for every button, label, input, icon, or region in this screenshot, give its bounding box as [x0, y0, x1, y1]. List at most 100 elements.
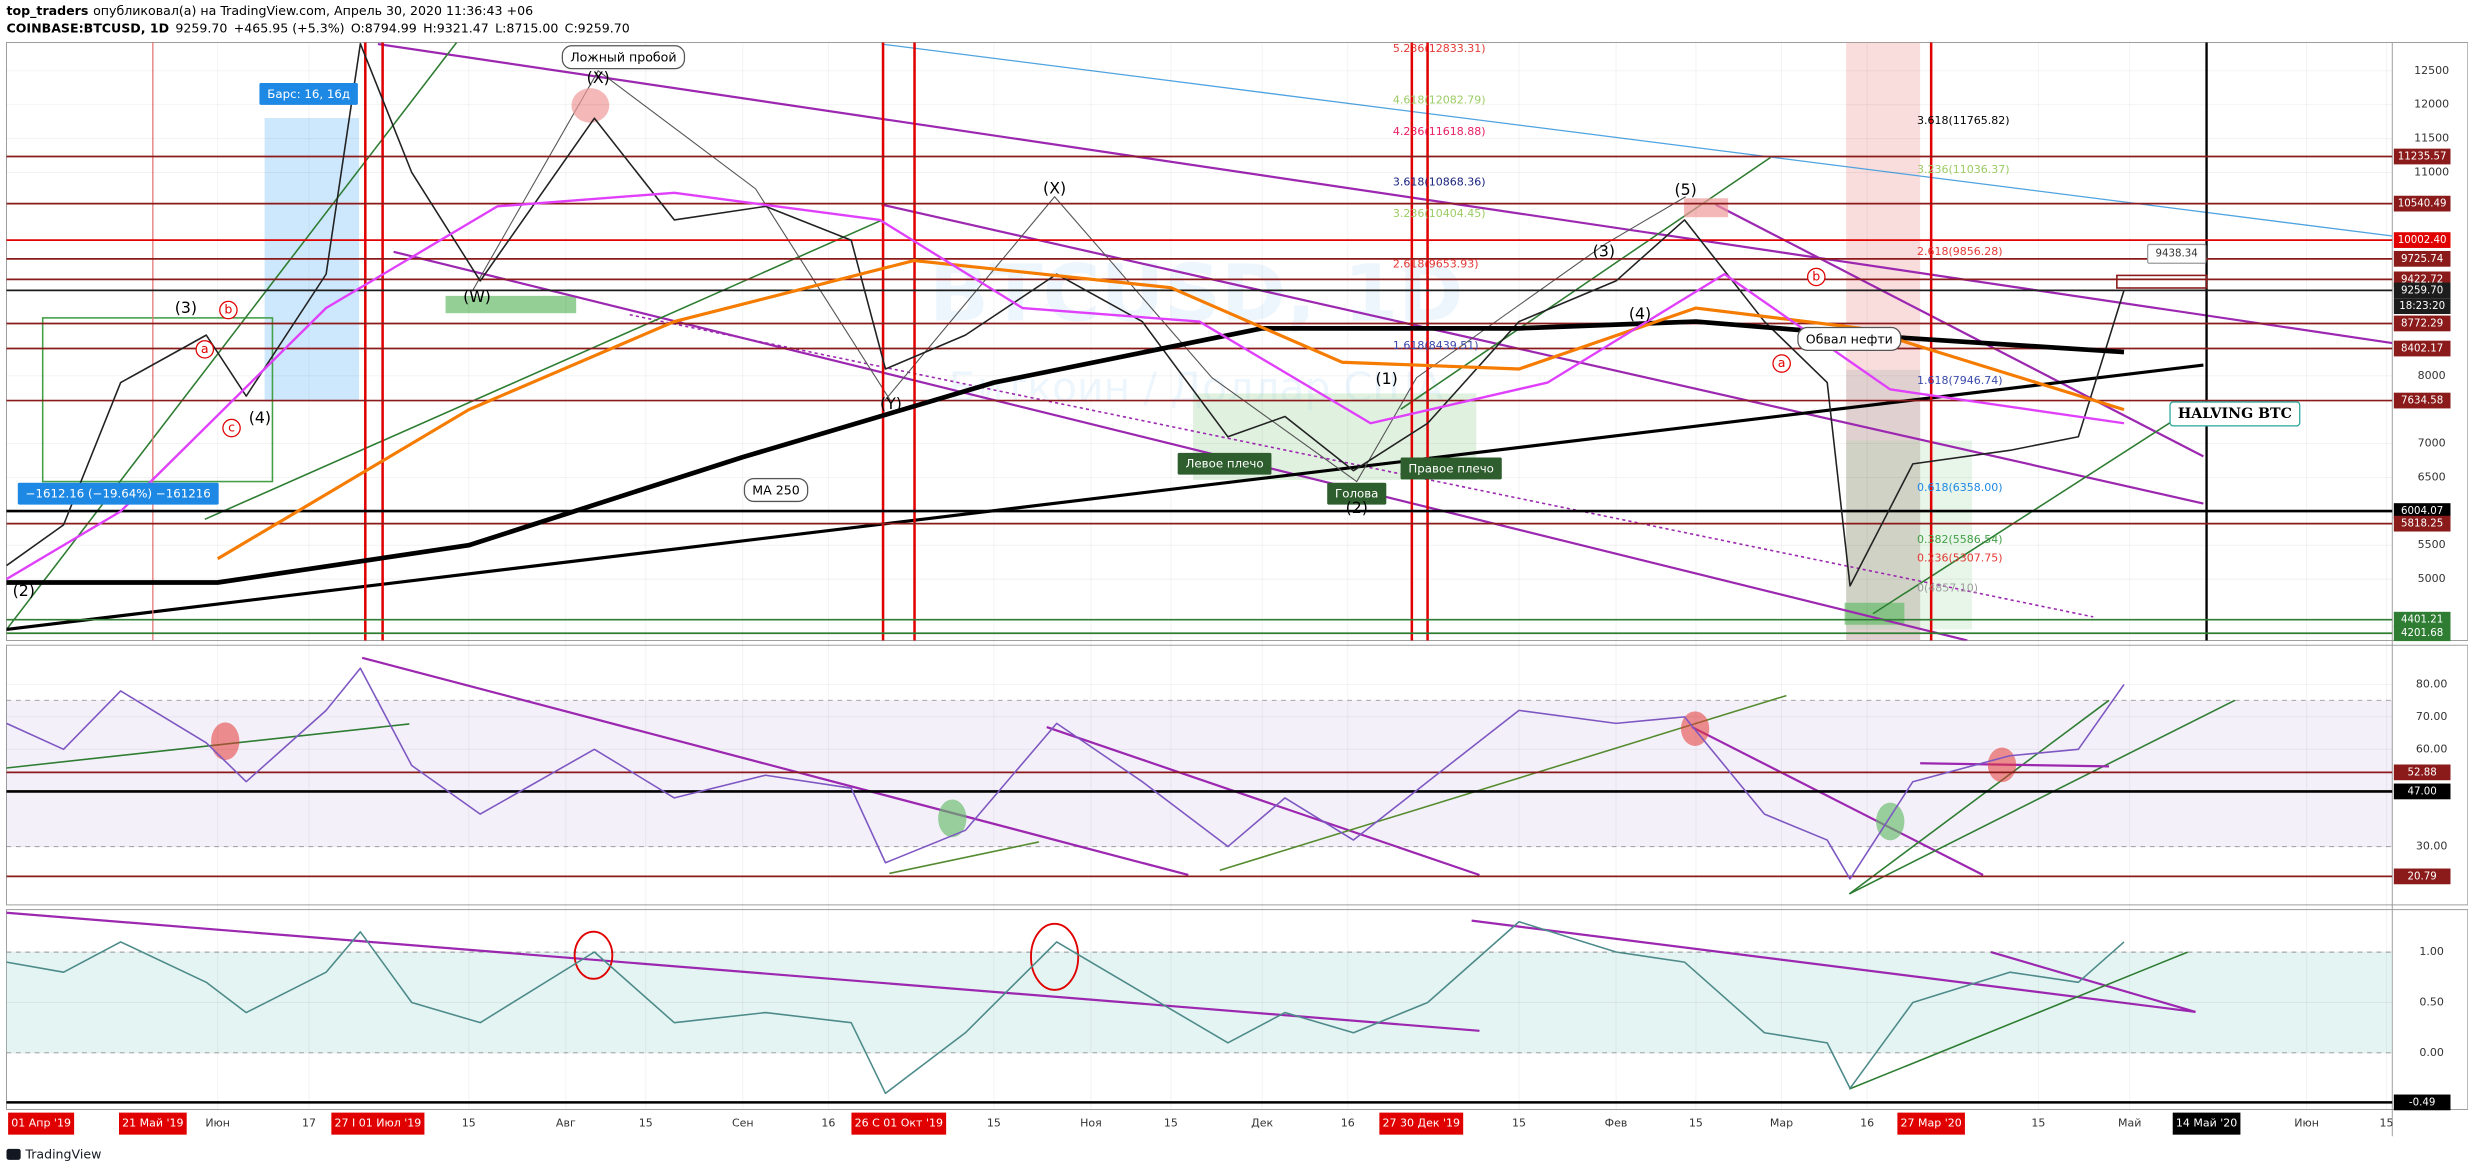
level-box — [2393, 148, 2451, 165]
level-label: 20.79 — [2408, 871, 2437, 882]
level-label: 52.88 — [2408, 767, 2437, 778]
level-box — [2393, 625, 2451, 642]
level-box — [2393, 340, 2451, 357]
level-box — [2393, 232, 2451, 248]
annotation: Левое плечо — [1186, 457, 1264, 471]
annotation: (W) — [463, 287, 491, 306]
x-tick-label: 15 — [2380, 1117, 2394, 1130]
x-tick-label: 15 — [1512, 1117, 1526, 1130]
x-tick-label: 15 — [2031, 1117, 2045, 1130]
x-tick-label: 15 — [1164, 1117, 1178, 1130]
x-tick-label: 15 — [639, 1117, 653, 1130]
annotation: a — [1778, 355, 1786, 370]
date-marker-box — [1379, 1112, 1464, 1135]
fib-label: 2.618(9653.93) — [1393, 257, 1479, 270]
fib-label: 4.618(12082.79) — [1393, 94, 1486, 107]
y-tick-label: 6500 — [2418, 470, 2446, 483]
level-label: 47.00 — [2408, 786, 2437, 797]
annotation-box — [1177, 452, 1272, 475]
date-marker-box — [331, 1112, 425, 1135]
open: O:8794.99 — [351, 20, 417, 35]
symbol: COINBASE:BTCUSD, 1D — [6, 20, 169, 35]
level-label: 11235.57 — [2398, 152, 2447, 163]
fib-label: 0.236(5307.75) — [1917, 552, 2003, 565]
annotation: 9438.34 — [2156, 248, 2198, 259]
y-tick-label: 0.00 — [2419, 1046, 2444, 1059]
watermark-sub: Биткоин / Доллар США — [949, 363, 1444, 411]
annotation: Обвал нефти — [1806, 331, 1893, 346]
last-price: 9259.70 — [175, 20, 227, 35]
annotation-box — [259, 82, 358, 105]
annotation: Голова — [1335, 487, 1378, 501]
low: L:8715.00 — [495, 20, 558, 35]
annotation-box — [561, 45, 686, 70]
fib-label: 2.618(9856.28) — [1917, 245, 2003, 258]
annotation: (4) — [1629, 304, 1651, 323]
y-tick-label: 30.00 — [2416, 840, 2448, 853]
osc-drawings — [6, 911, 2393, 1090]
y-tick-label: 70.00 — [2416, 710, 2448, 723]
fib-label: 5.236(12833.31) — [1393, 42, 1486, 55]
x-tick-label: Дек — [1251, 1117, 1273, 1130]
series-line — [6, 920, 2125, 1095]
annotation-circle — [222, 418, 241, 438]
published: опубликовал(а) на TradingView.com, Апрел… — [93, 3, 533, 18]
x-tick-label: Ноя — [1080, 1117, 1102, 1130]
annotation: (X) — [1043, 178, 1066, 197]
date-marker-box — [2172, 1112, 2241, 1135]
annotation-circle — [195, 340, 215, 359]
annotation: (2) — [1346, 498, 1368, 517]
high: H:9321.47 — [423, 20, 489, 35]
symbol-line: COINBASE:BTCUSD, 1D 9259.70 +465.95 (+5.3%… — [6, 20, 629, 35]
annotation: (3) — [1593, 241, 1615, 260]
x-tick-label: 16 — [821, 1117, 835, 1130]
fib-label: 0.382(5586.54) — [1917, 533, 2003, 546]
annotation-circle — [219, 300, 238, 320]
fib-label: 3.236(10404.45) — [1393, 207, 1486, 220]
level-label: 6004.07 — [2401, 506, 2443, 517]
date-marker: 01 Апр '19 — [11, 1117, 71, 1130]
level-box — [2393, 611, 2451, 628]
watermark: BTCUSD, 1D — [929, 247, 1464, 339]
series-line — [6, 667, 2125, 880]
series-line — [216, 259, 2125, 561]
date-marker-box — [851, 1112, 947, 1135]
series-line — [6, 191, 2125, 581]
level-box — [2393, 392, 2451, 409]
date-marker-box — [118, 1112, 187, 1135]
level-label: 10002.40 — [2398, 235, 2447, 246]
y-tick-label: 12000 — [2414, 98, 2449, 111]
level-box — [2393, 1094, 2451, 1111]
date-marker: 14 Май '20 — [2176, 1117, 2237, 1130]
annotation-circle — [1772, 354, 1791, 373]
rsi-drawings — [6, 656, 2393, 895]
annotation: (5) — [1675, 180, 1697, 199]
annotation: −1612.16 (−19.64%) −161216 — [26, 487, 211, 501]
level-label: 9422.72 — [2401, 274, 2443, 285]
y-tick-label: 12500 — [2414, 64, 2449, 77]
level-box — [2393, 515, 2451, 532]
fib-label: 3.618(11765.82) — [1917, 114, 2010, 127]
fib-label: 0.618(6358.00) — [1917, 481, 2003, 494]
annotation: Ложный пробой — [570, 50, 676, 65]
level-box — [2393, 195, 2451, 212]
annotation: (X) — [587, 68, 610, 87]
level-label: 4401.21 — [2401, 615, 2443, 626]
x-tick-label: Мар — [1770, 1117, 1793, 1130]
y-tick-label: 60.00 — [2416, 742, 2448, 755]
annotation-box — [1797, 326, 1902, 351]
date-marker: 27 I 01 Июл '19 — [335, 1117, 422, 1130]
fib-label: 3.618(10868.36) — [1393, 176, 1486, 189]
annotation: b — [224, 302, 232, 317]
fib-label: 3.236(11036.37) — [1917, 163, 2010, 176]
logo-mark — [6, 1148, 21, 1160]
level-label: 8772.29 — [2401, 318, 2443, 329]
x-tick-label: 15 — [1689, 1117, 1703, 1130]
level-label: 10540.49 — [2398, 199, 2447, 210]
fib-label: 4.236(11618.88) — [1393, 125, 1486, 138]
annotation: MA 250 — [752, 483, 799, 498]
level-box — [2393, 503, 2451, 519]
x-tick-label: 15 — [987, 1117, 1001, 1130]
